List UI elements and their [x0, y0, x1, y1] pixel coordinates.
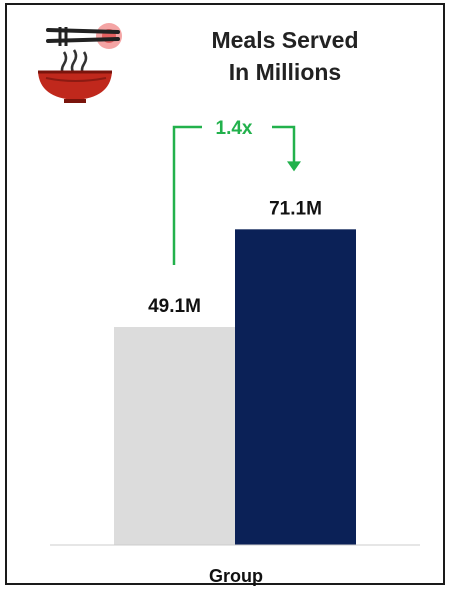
growth-arrowhead [287, 161, 301, 172]
chart-title: Meals Served In Millions [165, 24, 405, 88]
title-line-2: In Millions [228, 59, 342, 85]
growth-multiplier-label: 1.4x [216, 118, 253, 139]
growth-bracket-left [172, 125, 202, 265]
growth-bracket-right [272, 125, 296, 164]
title-line-1: Meals Served [211, 27, 359, 53]
data-label-1: 49.1M [148, 296, 201, 317]
bar-1 [114, 326, 235, 545]
noodle-bowl-icon [26, 14, 136, 109]
data-label-2: 71.1M [269, 198, 322, 219]
x-axis-label: Group [209, 566, 263, 586]
bar-2 [235, 229, 356, 546]
